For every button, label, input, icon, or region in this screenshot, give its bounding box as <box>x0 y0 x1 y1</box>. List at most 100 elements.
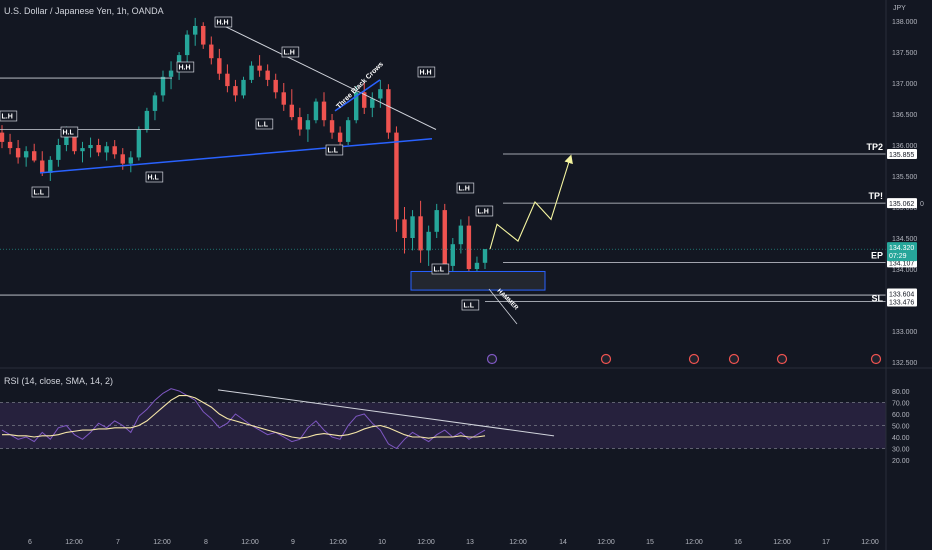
time-tick-label: 16 <box>734 539 742 546</box>
pattern-label-lh: L.H <box>2 114 13 121</box>
candle-body <box>144 110 150 130</box>
sl-price-box-text: 133.476 <box>889 299 914 306</box>
candle-body <box>128 157 133 164</box>
candle-body <box>257 65 262 71</box>
candle-body <box>104 146 109 153</box>
candle-body <box>152 95 158 111</box>
candle-body <box>265 70 270 80</box>
event-icon <box>688 353 700 365</box>
time-tick-label: 12:00 <box>65 539 83 546</box>
level-label: TP2 <box>866 142 883 152</box>
event-icon <box>776 353 788 365</box>
candle-body <box>120 154 125 164</box>
time-tick-label: 12:00 <box>241 539 259 546</box>
tp1-price-box <box>887 198 917 209</box>
price-tick-label: 133.000 <box>892 329 917 336</box>
tp2-price-box-text: 135.855 <box>889 152 914 159</box>
candle-body <box>370 98 375 108</box>
tp1-price-box-text: 135.062 <box>889 201 914 208</box>
candle-body <box>7 141 13 149</box>
rsi-tick-label: 20.00 <box>892 458 910 465</box>
axis-misc-text: 0 <box>920 201 924 208</box>
candle-body <box>225 73 230 87</box>
pattern-label-lh-box <box>281 46 300 58</box>
price-tick-label: 137.000 <box>892 81 917 88</box>
candle-body <box>313 101 319 121</box>
pattern-label-lh-box <box>0 110 18 122</box>
price-axis-unit: JPY <box>893 5 906 12</box>
candle-body <box>297 117 303 130</box>
price-tick-label: 135.500 <box>892 174 917 181</box>
pattern-label-hh: H.H <box>217 20 229 27</box>
pattern-label-ll: L.L <box>328 148 339 155</box>
rsi-tick-label: 70.00 <box>892 401 910 408</box>
rsi-tick-label: 60.00 <box>892 412 910 419</box>
price-tick-label: 134.500 <box>892 236 917 243</box>
candle-body <box>32 151 37 161</box>
zone-price-box-text: 133.604 <box>889 292 914 299</box>
descending-trendline <box>223 25 437 130</box>
candle-body <box>193 25 198 35</box>
time-tick-label: 17 <box>822 539 830 546</box>
candle-body <box>305 120 311 130</box>
candle-body <box>434 210 439 232</box>
price-tick-label: 136.000 <box>892 143 917 150</box>
time-tick-label: 12:00 <box>509 539 527 546</box>
candle-body <box>426 231 431 251</box>
price-tick-label: 136.500 <box>892 112 917 119</box>
candle-body <box>23 151 29 158</box>
rsi-trendline <box>217 389 555 437</box>
candle-body <box>249 65 254 80</box>
rsi-ma-line <box>2 395 486 439</box>
pattern-label-hh-box <box>176 61 195 73</box>
pattern-label-hh: H.H <box>420 70 432 77</box>
candle-body <box>394 132 399 220</box>
pattern-label-ll-box <box>461 299 480 311</box>
candle-body <box>88 145 93 149</box>
event-icon <box>870 353 882 365</box>
candle-body <box>418 216 423 251</box>
zone-price-box <box>887 288 917 299</box>
candle-body <box>56 145 61 160</box>
time-tick-label: 8 <box>204 539 208 546</box>
price-tick-label: 138.000 <box>892 19 917 26</box>
candle-body <box>241 79 246 96</box>
candle-body <box>378 89 383 99</box>
time-tick-label: 12:00 <box>417 539 435 546</box>
chart-title: U.S. Dollar / Japanese Yen, 1h, OANDA <box>4 6 164 16</box>
candle-body <box>458 225 464 245</box>
pattern-label-ll-box <box>255 118 274 130</box>
countdown-text: 07:29 <box>889 253 907 260</box>
time-tick-label: 12:00 <box>861 539 879 546</box>
candle-body <box>410 216 415 238</box>
candle-body <box>289 104 294 118</box>
candle-body <box>474 262 480 269</box>
event-icon <box>600 353 612 365</box>
candle-body <box>160 76 166 96</box>
candle-body <box>168 70 174 77</box>
pattern-label-lh-box <box>456 182 475 194</box>
time-tick-label: 10 <box>378 539 386 546</box>
pattern-label-hl: H.L <box>148 175 160 182</box>
pattern-label-lh: L.H <box>459 186 470 193</box>
pattern-label-lh-box <box>475 205 494 217</box>
candle-body <box>321 101 327 121</box>
time-tick-label: 12:00 <box>773 539 791 546</box>
time-tick-label: 12:00 <box>153 539 171 546</box>
level-label: EP <box>871 250 883 260</box>
candle-body <box>201 25 206 45</box>
time-tick-label: 12:00 <box>597 539 615 546</box>
current-price-text: 134.320 <box>889 245 914 252</box>
candle-body <box>345 120 351 142</box>
pattern-label-ll: L.L <box>434 267 445 274</box>
price-tick-label: 132.500 <box>892 360 917 367</box>
level-label: TP! <box>869 191 884 201</box>
candle-body <box>64 135 69 145</box>
price-tick-label: 137.500 <box>892 50 917 57</box>
pattern-label-ll: L.L <box>34 190 45 197</box>
rsi-tick-label: 50.00 <box>892 424 910 431</box>
pattern-label-ll-box <box>325 144 344 156</box>
time-tick-label: 12:00 <box>329 539 347 546</box>
